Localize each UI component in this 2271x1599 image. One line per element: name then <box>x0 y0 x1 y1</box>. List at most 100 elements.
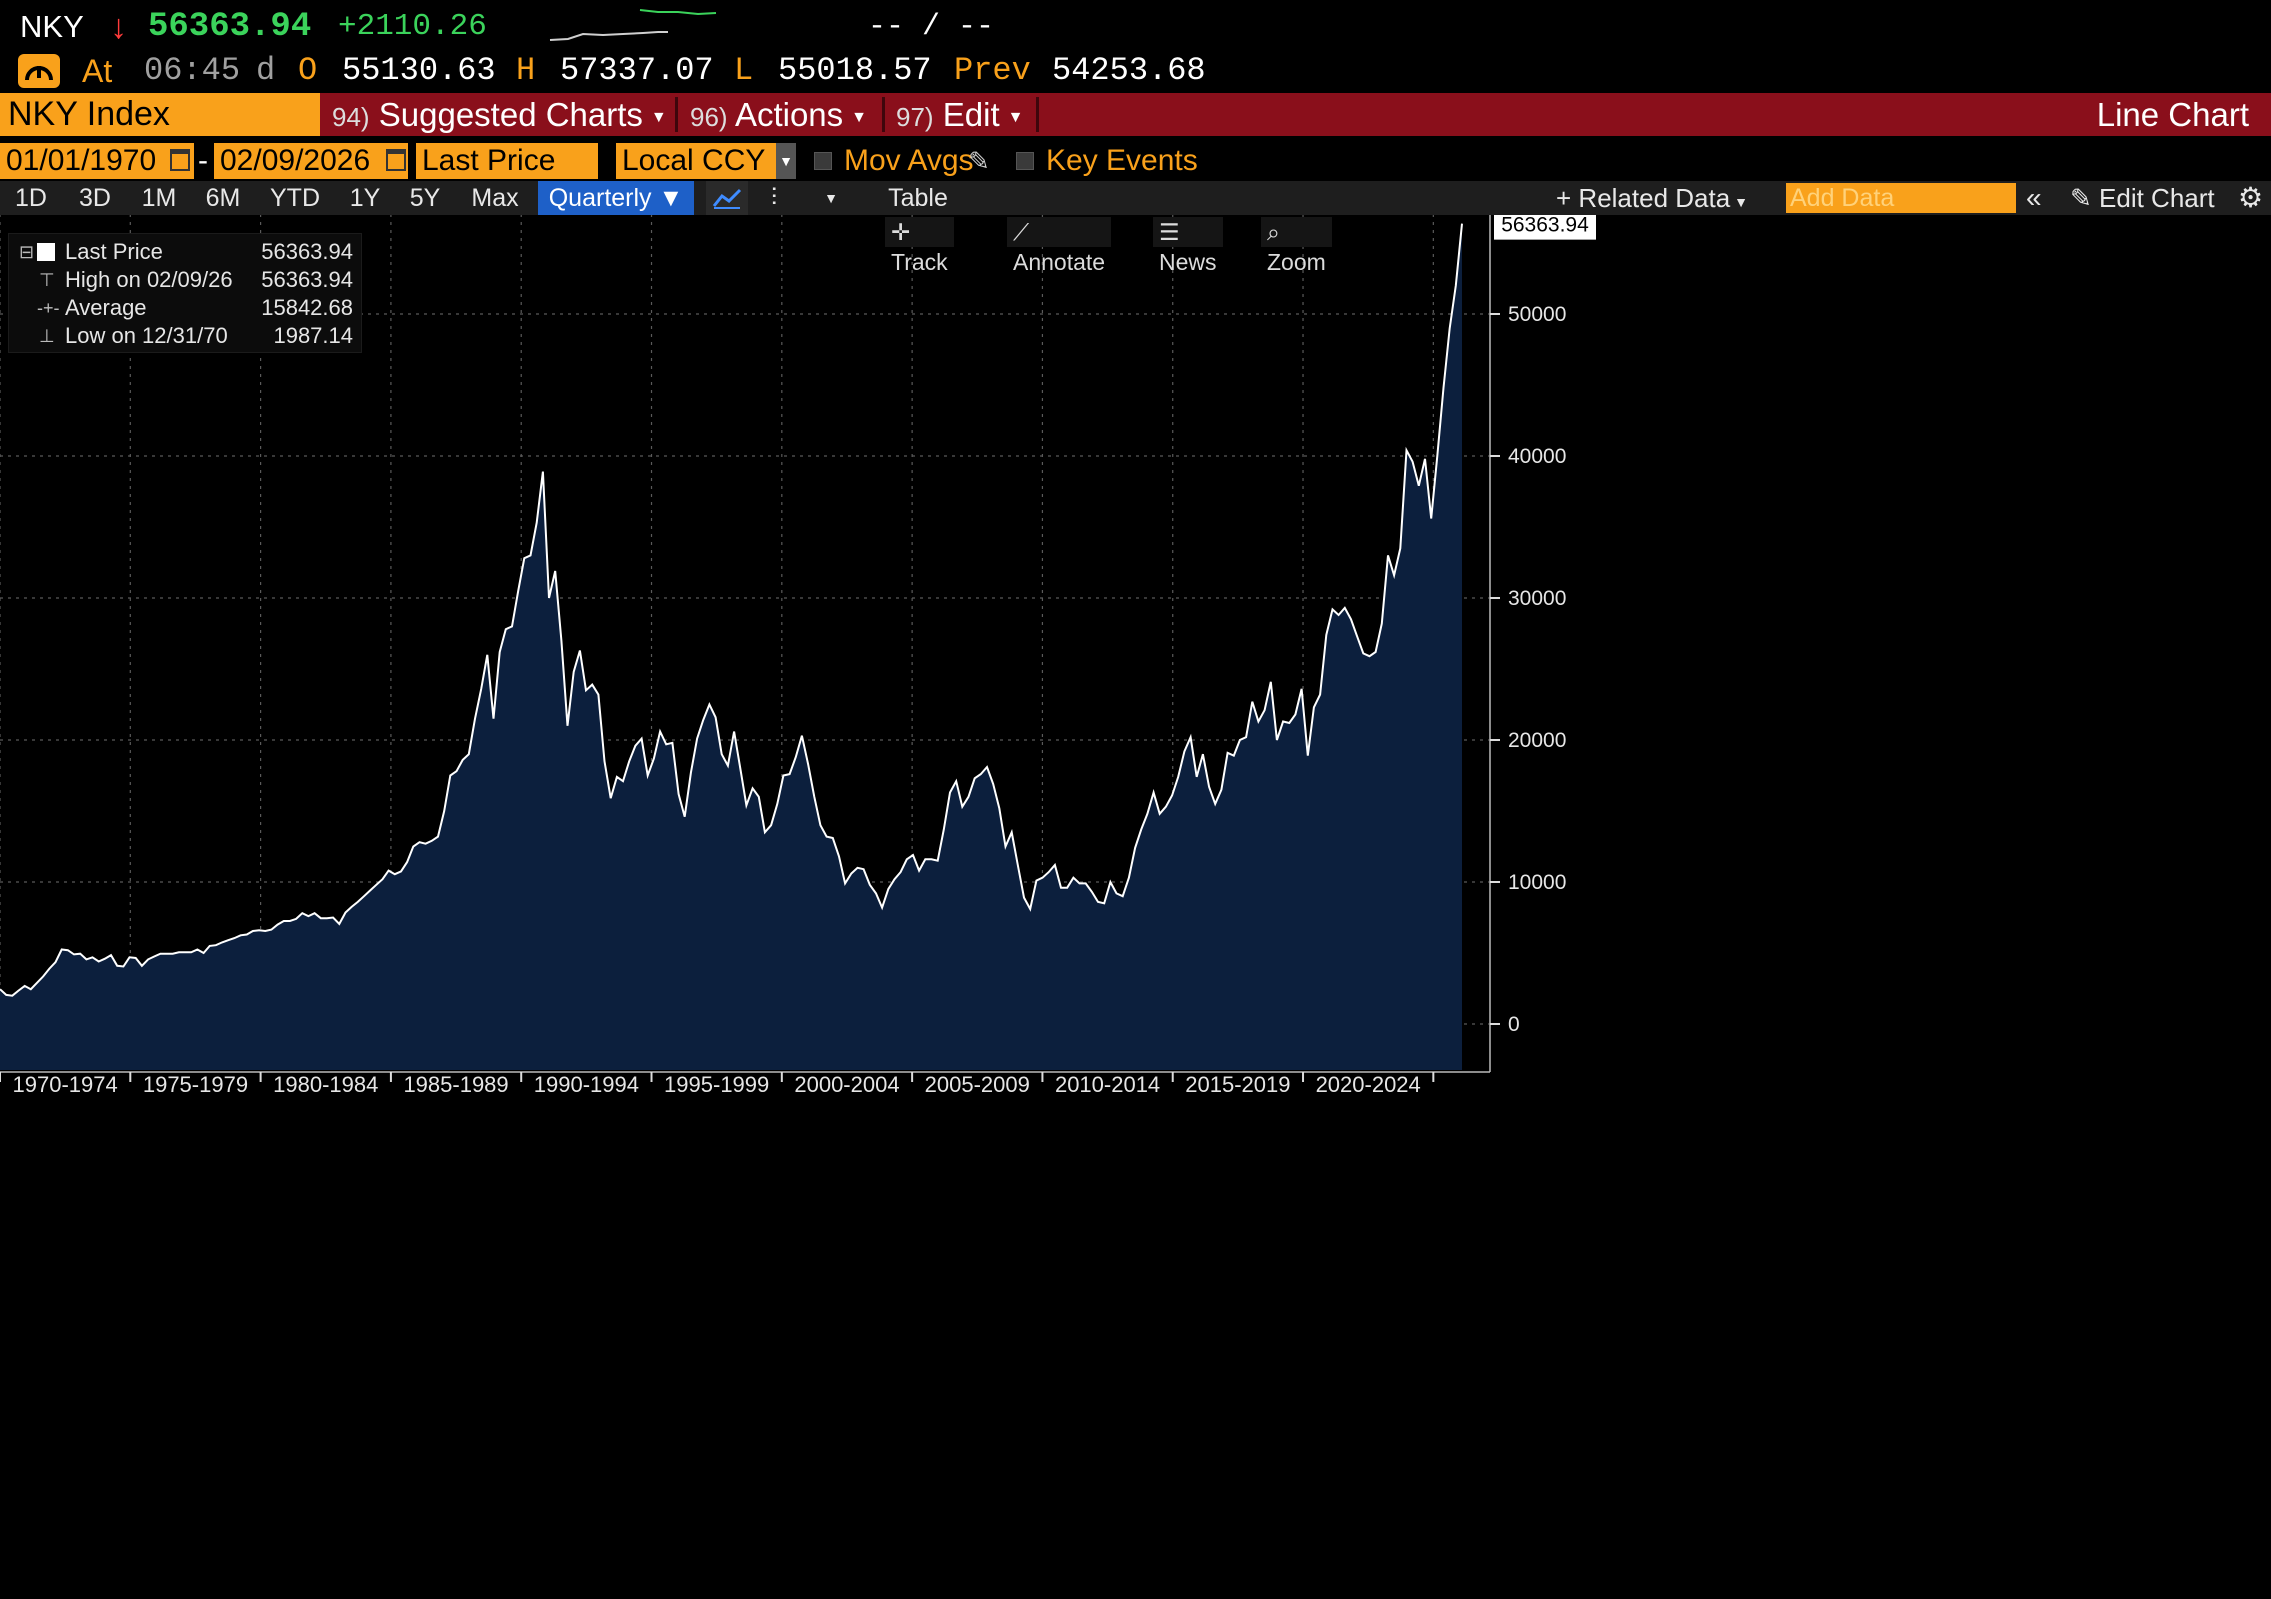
table-button[interactable]: Table <box>888 184 948 212</box>
crosshair-icon: ✛ <box>891 219 911 245</box>
chart-type-label[interactable]: Line Chart <box>2096 96 2249 133</box>
menu-divider <box>675 97 678 132</box>
chevron-down-icon: ▼ <box>650 108 667 126</box>
x-tick-label: 1990-1994 <box>534 1072 639 1097</box>
edit-chart-button[interactable]: ✎ Edit Chart <box>2070 181 2215 215</box>
quote-stats: At 06:45 d O 55130.63 H 57337.07 L 55018… <box>0 50 2271 92</box>
pencil-icon: ⟋ <box>1013 219 1030 245</box>
average-marker-icon: -+- <box>37 298 60 318</box>
end-date-field[interactable]: 02/09/2026 <box>214 143 408 179</box>
x-tick-label: 1995-1999 <box>664 1072 769 1097</box>
news-icon: ☰ <box>1159 219 1180 245</box>
period-1y[interactable]: 1Y <box>349 184 381 212</box>
period-3d[interactable]: 3D <box>79 184 111 212</box>
last-value-label: 56363.94 <box>1501 215 1589 237</box>
price-chart[interactable]: 0100002000030000400005000060000 1970-197… <box>0 215 2271 1599</box>
legend-row-low: ⊥ Low on 12/31/70 1987.14 <box>9 322 361 350</box>
quote-header: NKY ↓ 56363.94 +2110.26 -- / -- <box>0 0 2271 50</box>
plus-icon: + <box>1556 183 1579 213</box>
series-swatch <box>37 243 55 261</box>
legend-row-last[interactable]: ⊟ Last Price 56363.94 <box>9 238 361 266</box>
track-tool[interactable]: ✛ Track <box>885 217 954 275</box>
add-data-input[interactable]: Add Data <box>1786 183 2016 213</box>
bar-chart-icon[interactable]: ⫶ <box>770 184 778 212</box>
y-tick-label: 50000 <box>1508 303 1566 326</box>
prev-value: 54253.68 <box>1052 52 1206 89</box>
ticker-symbol[interactable]: NKY <box>20 9 84 44</box>
period-ytd[interactable]: YTD <box>270 184 320 212</box>
menu-divider <box>882 97 885 132</box>
y-tick-label: 10000 <box>1508 871 1566 894</box>
period-toolbar: 1D 3D 1M 6M YTD 1Y 5Y Max Quarterly ▼ ⫶ … <box>0 181 2271 215</box>
legend-value: 1987.14 <box>273 323 353 348</box>
news-tool[interactable]: ☰ News <box>1153 217 1223 275</box>
key-events-checkbox[interactable] <box>1016 152 1034 170</box>
edit-menu[interactable]: 97) Edit ▼ <box>896 93 1023 136</box>
annotate-tool[interactable]: ⟋ Annotate <box>1007 217 1112 275</box>
period-5y[interactable]: 5Y <box>409 184 441 212</box>
net-change: +2110.26 <box>338 9 487 44</box>
period-1d[interactable]: 1D <box>15 184 47 212</box>
legend-value: 56363.94 <box>261 239 353 264</box>
y-tick-label: 0 <box>1508 1013 1520 1036</box>
menu-bar: NKY Index 94) Suggested Charts ▼ 96) Acti… <box>0 93 2271 136</box>
prev-label: Prev <box>954 52 1031 89</box>
line-chart-icon[interactable] <box>706 181 748 215</box>
calendar-icon[interactable] <box>170 149 190 171</box>
actions-number: 96) <box>690 102 728 132</box>
period-1m[interactable]: 1M <box>141 184 177 212</box>
edit-chart-label: Edit Chart <box>2099 183 2215 213</box>
legend-row-average: -+- Average 15842.68 <box>9 294 361 322</box>
low-marker-icon: ⊥ <box>39 326 55 346</box>
x-tick-label: 1980-1984 <box>273 1072 378 1097</box>
last-value-marker: 56363.94 <box>1494 215 1596 240</box>
period-max[interactable]: Max <box>471 184 519 212</box>
menu-divider <box>1036 97 1039 132</box>
x-tick-label: 1985-1989 <box>403 1072 508 1097</box>
track-label: Track <box>891 249 948 275</box>
open-value: 55130.63 <box>342 52 496 89</box>
pencil-icon[interactable]: ✎ <box>968 146 990 176</box>
low-value: 55018.57 <box>778 52 932 89</box>
date-separator: - <box>198 144 208 177</box>
gear-icon[interactable]: ⚙ <box>2238 182 2264 213</box>
collapse-icon: ⊟ <box>19 242 35 262</box>
price-line <box>0 223 1463 997</box>
pencil-icon: ✎ <box>2070 183 2100 213</box>
high-marker-icon: ⊤ <box>39 270 55 290</box>
mov-avgs-checkbox[interactable] <box>814 152 832 170</box>
period-6m[interactable]: 6M <box>205 184 241 212</box>
security-field[interactable]: NKY Index <box>0 93 320 136</box>
frequency-label: Quarterly <box>548 184 652 212</box>
suggested-charts-label: Suggested Charts <box>378 96 643 133</box>
chart-legend: ⊟ Last Price 56363.94 ⊤ High on 02/09/26… <box>8 233 362 353</box>
suggested-charts-number: 94) <box>332 102 370 132</box>
frequency-dropdown[interactable]: Quarterly ▼ <box>538 181 694 215</box>
currency-selector[interactable]: Local CCY <box>616 143 776 179</box>
zoom-tool[interactable]: ⌕ Zoom <box>1261 217 1332 275</box>
start-date-field[interactable]: 01/01/1970 <box>0 143 194 179</box>
related-data-menu[interactable]: + Related Data ▼ <box>1556 181 1748 215</box>
y-tick-label: 40000 <box>1508 445 1566 468</box>
chevron-down-icon[interactable]: ▼ <box>824 190 838 206</box>
x-tick-label: 2000-2004 <box>794 1072 899 1097</box>
related-data-label: Related Data <box>1578 183 1731 213</box>
last-value-box <box>1494 215 1596 240</box>
high-value: 57337.07 <box>560 52 714 89</box>
news-label: News <box>1159 249 1217 275</box>
actions-label: Actions <box>734 96 844 133</box>
calendar-icon[interactable] <box>386 149 406 171</box>
chevron-down-icon: ▼ <box>651 184 684 212</box>
legend-label: High on 02/09/26 <box>65 267 233 292</box>
price-area <box>0 223 1462 1071</box>
suggested-charts-menu[interactable]: 94) Suggested Charts ▼ <box>332 93 667 136</box>
low-label: L <box>734 52 754 89</box>
actions-menu[interactable]: 96) Actions ▼ <box>690 93 867 136</box>
collapse-icon[interactable]: « <box>2026 182 2042 213</box>
x-tick-label: 2015-2019 <box>1185 1072 1290 1097</box>
edit-label: Edit <box>942 96 1000 133</box>
chevron-down-icon[interactable]: ▼ <box>776 143 796 179</box>
open-label: O <box>298 52 318 89</box>
gauge-icon[interactable] <box>18 54 60 88</box>
field-selector[interactable]: Last Price <box>416 143 598 179</box>
